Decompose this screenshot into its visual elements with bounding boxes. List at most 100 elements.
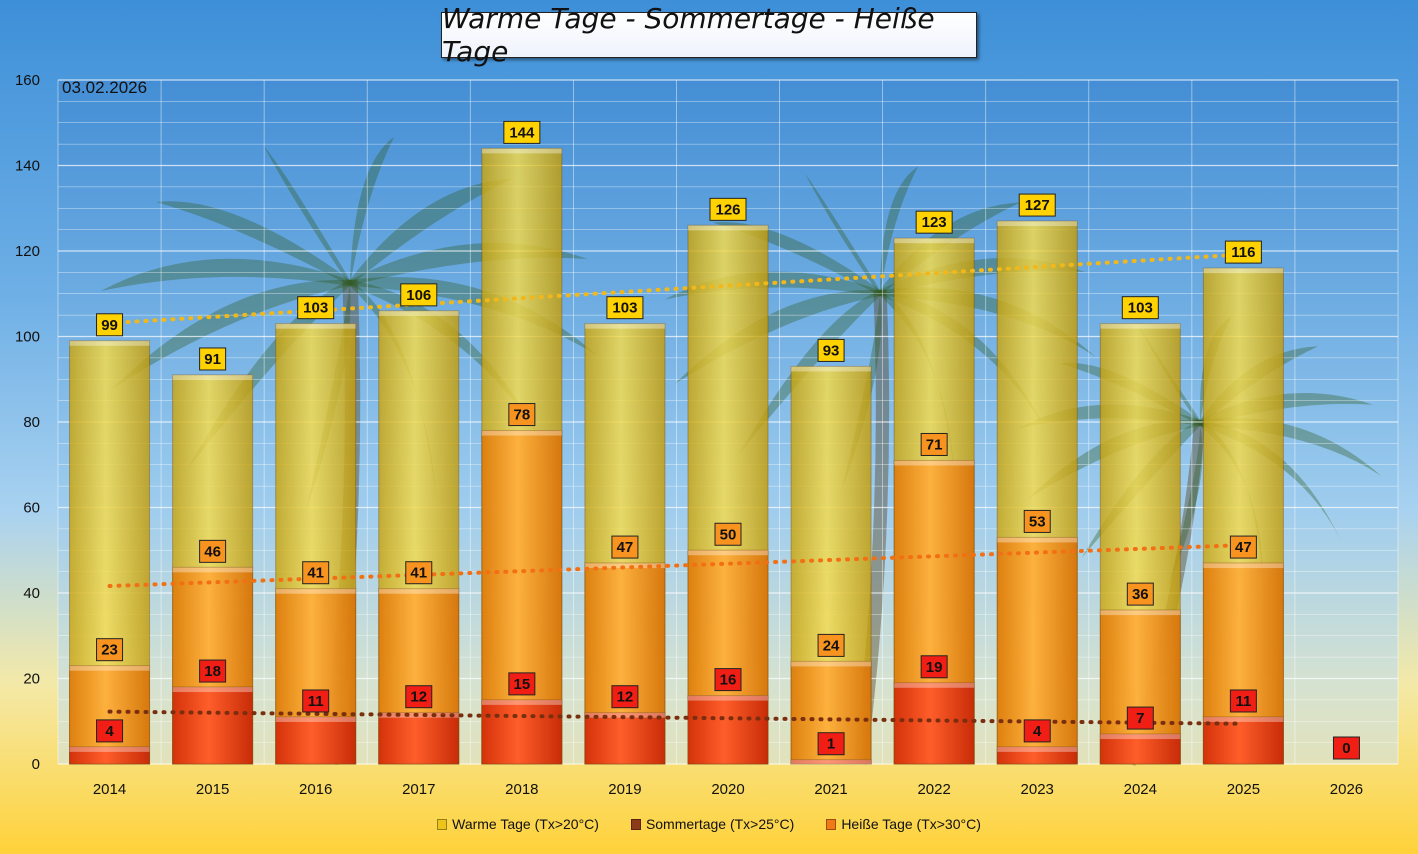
bar [584,712,666,765]
data-label-box [1023,719,1051,743]
y-tick-label: 0 [32,756,40,773]
data-label: 103 [303,300,328,317]
bar-top-bevel [1100,323,1181,329]
bars [69,147,1284,765]
data-label: 103 [612,300,637,317]
data-label-box [1018,193,1056,217]
data-label-box [508,672,536,696]
x-tick-label: 2024 [1124,781,1157,798]
bar-top-bevel [997,221,1078,227]
bar-top-bevel [688,225,768,231]
legend-label: Heiße Tage (Tx>30°C) [841,816,981,832]
bar [378,712,460,765]
x-tick-label: 2022 [917,781,950,798]
data-label: 7 [1136,710,1144,727]
data-label-box [503,120,541,144]
data-label-box [1229,689,1257,713]
x-tick-label: 2016 [299,781,332,798]
legend-item-warme-tage: Warme Tage (Tx>20°C) [437,816,599,832]
date-label: 03.02.2026 [62,78,148,97]
x-tick-label: 2023 [1021,781,1054,798]
bar-top-bevel [584,563,665,569]
y-tick-label: 100 [15,329,40,346]
data-label: 78 [514,407,531,424]
data-label: 53 [1029,513,1046,530]
data-label-box [302,689,330,713]
data-label-box [297,296,335,320]
data-label-box [611,685,639,709]
x-axis: 2014 2015 2016 2017 2018 2019 2020 2021 2022 2023… [93,781,1363,798]
data-label-box [817,338,845,362]
data-label-box [714,522,742,546]
data-label-box [709,197,747,221]
y-tick-label: 140 [15,158,40,175]
palm-frond [100,258,351,292]
data-label-box [915,210,953,234]
chart-title: Warme Tage - Sommertage - Heiße Tage [441,2,977,68]
data-label-box [96,313,124,337]
bar-top-bevel [894,238,975,244]
data-label: 18 [204,663,221,680]
palm-frond [674,289,880,385]
data-label-box [405,561,433,585]
data-label: 12 [410,689,427,706]
data-label-box [96,638,124,662]
x-tick-label: 2021 [814,781,847,798]
bar-top-bevel [69,340,150,346]
data-label: 41 [410,565,427,582]
legend-swatch-icon [437,818,448,830]
bar-top-bevel [275,588,356,594]
bar-top-bevel [69,746,150,752]
data-label: 24 [823,637,840,654]
data-label-box [1224,240,1262,264]
data-label: 106 [406,287,431,304]
bar [172,686,254,765]
bar-top-bevel [584,323,665,329]
y-tick-label: 60 [23,500,40,517]
data-label: 144 [509,124,535,141]
data-label-box [1126,582,1154,606]
bar-top-bevel [275,323,356,329]
bar [481,699,563,765]
data-label: 36 [1132,586,1149,603]
x-tick-label: 2014 [93,781,126,798]
data-label: 1 [827,736,835,753]
data-label: 103 [1128,300,1153,317]
data-label: 91 [204,351,221,368]
bar-top-bevel [275,716,356,722]
data-label: 126 [715,201,740,218]
palm-frond [1200,393,1373,426]
data-label: 0 [1342,740,1350,757]
data-label: 71 [926,436,943,453]
legend-item-heisse-tage: Heiße Tage (Tx>30°C) [826,816,981,832]
bar [996,746,1078,765]
x-tick-label: 2017 [402,781,435,798]
y-tick-label: 160 [15,72,40,89]
x-tick-label: 2019 [608,781,641,798]
bar [69,746,151,765]
data-label-box [1229,535,1257,559]
data-label: 4 [105,723,114,740]
data-label-box [1126,706,1154,730]
data-label-box [405,685,433,709]
data-label: 15 [514,676,531,693]
legend-swatch-icon [630,818,641,830]
y-tick-label: 20 [23,671,40,688]
data-label-box [606,296,644,320]
data-label: 41 [307,565,324,582]
x-tick-label: 2025 [1227,781,1260,798]
bar-top-bevel [997,746,1078,752]
bar-top-bevel [791,661,872,667]
trendline [107,709,1246,726]
bar-top-bevel [481,148,562,154]
y-tick-label: 120 [15,243,40,260]
bar-top-bevel [172,687,253,693]
bar-top-bevel [688,695,768,701]
data-label-box [199,659,227,683]
data-label: 123 [922,214,947,231]
data-label-box [199,539,227,563]
bar [275,716,357,765]
